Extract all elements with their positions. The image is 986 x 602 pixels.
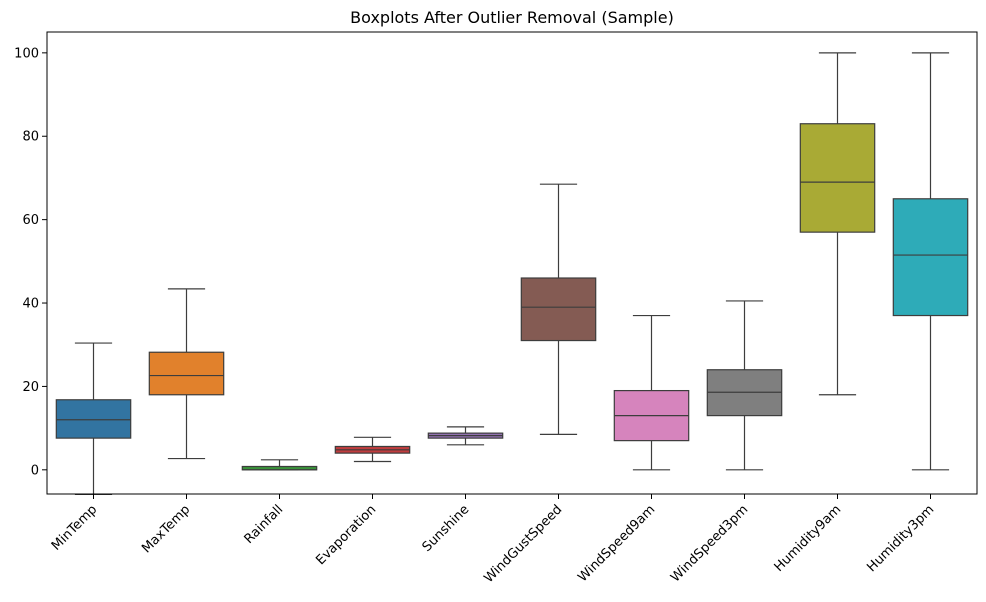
x-tick-label-mintemp: MinTemp (49, 502, 100, 553)
x-tick-label-evaporation: Evaporation (313, 502, 379, 568)
box-group-evaporation (334, 436, 411, 463)
x-tick-label-windgustspeed: WindGustSpeed (481, 502, 565, 586)
y-tick-label: 20 (22, 380, 39, 395)
y-axis: 0 20 40 60 80 100 (14, 46, 47, 478)
box-group-mintemp (55, 342, 132, 496)
box-mintemp (55, 399, 132, 439)
chart-title: Boxplots After Outlier Removal (Sample) (350, 8, 674, 27)
box-humidity9am (799, 123, 876, 233)
plot-frame (46, 31, 978, 495)
box-humidity3pm (892, 198, 969, 317)
y-tick-label: 100 (14, 46, 39, 61)
box-group-maxtemp (148, 288, 225, 460)
box-windgustspeed (520, 277, 597, 342)
x-tick-label-sunshine: Sunshine (420, 502, 473, 555)
box-group-windspeed9am (613, 314, 690, 471)
x-tick-label-windspeed9am: WindSpeed9am (575, 502, 658, 585)
y-tick-label: 40 (22, 297, 39, 312)
box-maxtemp (148, 351, 225, 396)
x-tick-label-humidity3pm: Humidity3pm (864, 502, 937, 575)
box-group-rainfall (241, 459, 318, 471)
box-group-windspeed3pm (706, 300, 783, 471)
x-tick-label-humidity9am: Humidity9am (772, 502, 845, 575)
y-tick-label: 60 (22, 213, 39, 228)
box-group-humidity3pm (892, 52, 969, 471)
box-group-windgustspeed (520, 183, 597, 435)
box-group-sunshine (427, 426, 504, 446)
x-tick-label-windspeed3pm: WindSpeed3pm (668, 502, 751, 585)
y-tick-label: 0 (31, 463, 39, 478)
plot-area (55, 52, 969, 496)
y-tick-label: 80 (22, 130, 39, 145)
x-tick-label-rainfall: Rainfall (242, 502, 287, 547)
box-group-humidity9am (799, 52, 876, 396)
x-tick-label-maxtemp: MaxTemp (139, 502, 193, 556)
x-axis: MinTemp MaxTemp Rainfall Evaporation Sunshin… (49, 494, 937, 586)
